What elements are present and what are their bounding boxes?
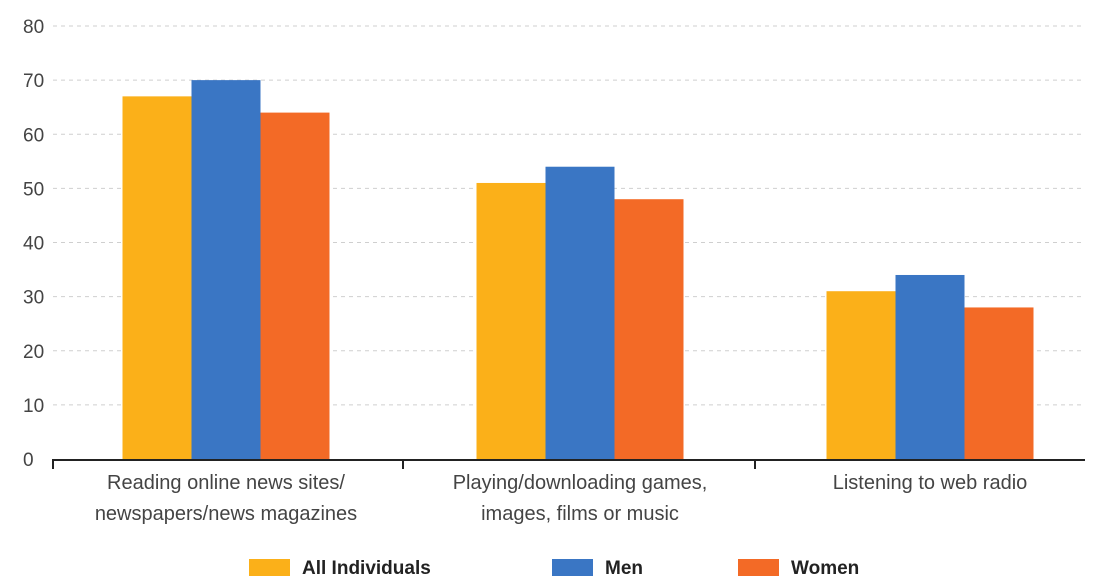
labels: 0 10 20 30 40 50 60 70 80 Reading online news sit…: [23, 17, 1027, 525]
bar: [476, 182, 546, 459]
legend: All Individuals Men Women: [249, 558, 859, 579]
bar: [191, 80, 261, 459]
y-tick-label: 20: [23, 342, 44, 363]
legend-swatch: [249, 559, 290, 576]
legend-label: Women: [791, 558, 859, 579]
bar: [122, 96, 192, 460]
y-tick-label: 10: [23, 396, 44, 417]
axes: [52, 459, 1085, 469]
bar: [614, 199, 684, 459]
bar: [260, 112, 330, 459]
legend-label: All Individuals: [302, 558, 431, 579]
x-category-label-line: newspapers/news magazines: [95, 503, 357, 525]
x-category-label: Playing/downloading games, images, films …: [453, 472, 708, 525]
legend-swatch: [738, 559, 779, 576]
y-tick-label: 60: [23, 125, 44, 146]
y-tick-label: 50: [23, 179, 44, 200]
x-category-label-line: Reading online news sites/: [107, 472, 345, 494]
x-category-label-line: images, films or music: [481, 503, 679, 525]
y-tick-label: 30: [23, 288, 44, 309]
bar: [545, 166, 615, 459]
x-category-label: Listening to web radio: [833, 472, 1028, 494]
y-tick-label: 70: [23, 71, 44, 92]
y-tick-label: 80: [23, 17, 44, 38]
bar: [964, 307, 1034, 459]
bars: [122, 80, 1034, 460]
bar: [895, 274, 965, 459]
x-category-label-line: Listening to web radio: [833, 472, 1028, 494]
legend-label: Men: [605, 558, 643, 579]
x-category-label: Reading online news sites/newspapers/new…: [95, 472, 357, 525]
x-category-label-line: Playing/downloading games,: [453, 472, 708, 494]
y-tick-label: 0: [23, 450, 34, 471]
y-tick-label: 40: [23, 234, 44, 255]
legend-swatch: [552, 559, 593, 576]
bar: [826, 291, 896, 459]
